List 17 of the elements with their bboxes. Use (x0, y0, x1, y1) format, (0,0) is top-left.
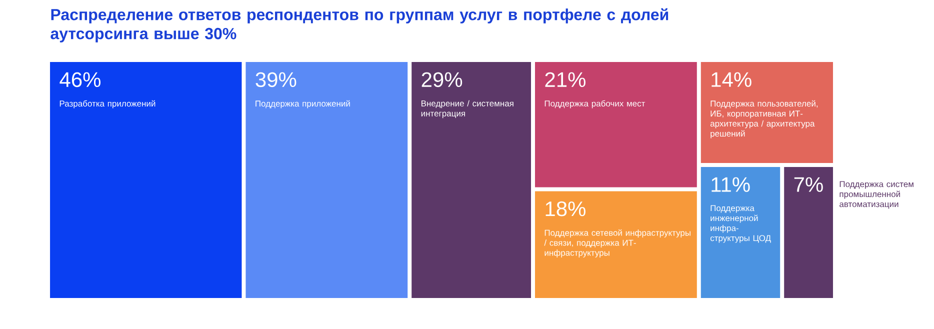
category-label: Поддержка систем промышленной автоматизации (840, 181, 914, 209)
category-label: Поддержка пользователей, ИБ, корпоративная ИТ-архитектура / архитектура решений (710, 100, 818, 138)
data-label: 14% (712, 72, 752, 87)
data-label: 18% (546, 201, 586, 216)
data-label: 21% (545, 72, 586, 87)
data-label: 29% (422, 72, 462, 88)
category-label: Поддержка приложений (256, 100, 350, 108)
data-label: 7% (794, 177, 823, 192)
category-label: Поддержка рабочих мест (544, 100, 646, 108)
category-label: Внедрение / системная интеграция (421, 100, 514, 118)
data-label: 39% (256, 72, 296, 88)
category-label: Разработка приложений (60, 100, 156, 108)
data-label: 11% (712, 177, 750, 192)
text: Распределение ответов респондентов по группам услуг в портфеле с долей аутсорсинга выше 30% (50, 8, 668, 42)
data-label: 46% (60, 72, 100, 88)
category-label: Поддержка инженерной инфра-структуры ЦОД (710, 205, 771, 243)
category-label: Поддержка сетевой инфраструктуры / связи, поддержка ИТ-инфраструктуры (544, 229, 690, 258)
